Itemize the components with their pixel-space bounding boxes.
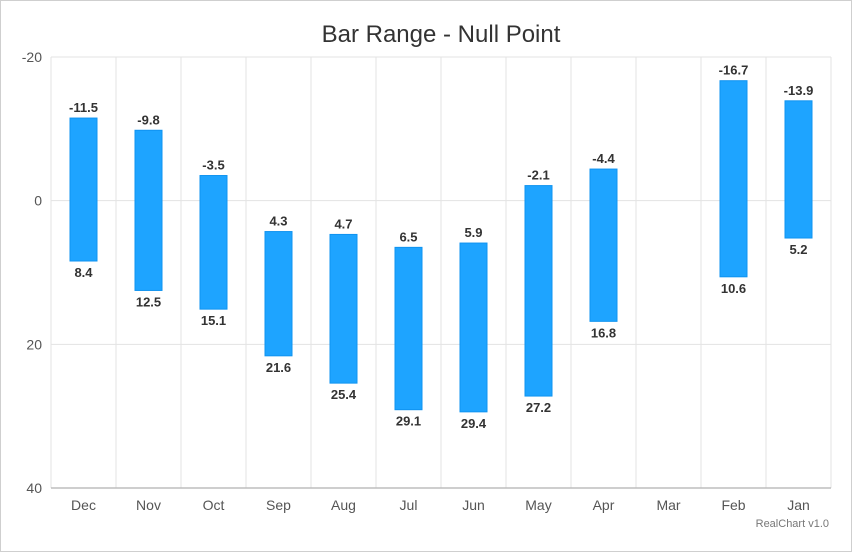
range-bar	[524, 185, 553, 397]
data-label-low: -3.5	[202, 158, 224, 173]
data-label-high: 10.6	[721, 281, 746, 296]
range-bar	[199, 175, 228, 310]
x-tick-label: Sep	[266, 497, 291, 513]
range-bar	[589, 168, 618, 322]
x-tick-label: Nov	[136, 497, 161, 513]
data-labels: -11.5 8.4 -9.8 12.5 -3.5 15.1 4.3 21.6 4.7 25.4 6.…	[69, 63, 813, 431]
data-label-low: -4.4	[592, 151, 615, 166]
data-label-high: 25.4	[331, 387, 357, 402]
data-label-low: 5.9	[464, 225, 482, 240]
data-label-high: 29.4	[461, 416, 487, 431]
chart-credit: RealChart v1.0	[756, 518, 829, 530]
range-bar	[69, 117, 98, 262]
range-bar	[459, 242, 488, 413]
data-label-low: -9.8	[137, 112, 159, 127]
data-label-high: 15.1	[201, 313, 226, 328]
x-tick-label: Feb	[721, 497, 745, 513]
data-label-high: 8.4	[74, 265, 93, 280]
x-tick-label: Aug	[331, 497, 356, 513]
y-tick-label: 40	[26, 480, 42, 496]
data-label-low: 4.7	[334, 216, 352, 231]
range-bar	[784, 100, 813, 239]
range-bar	[329, 233, 358, 384]
data-label-low: 4.3	[269, 214, 287, 229]
grid-lines	[50, 56, 832, 489]
data-label-low: -2.1	[527, 168, 549, 183]
y-tick-label: 0	[34, 193, 42, 209]
data-label-low: 6.5	[399, 229, 417, 244]
x-tick-label: Apr	[593, 497, 615, 513]
x-tick-label: Oct	[203, 497, 225, 513]
data-label-low: -16.7	[719, 63, 749, 78]
y-tick-label: 20	[26, 336, 42, 352]
data-label-high: 27.2	[526, 400, 551, 415]
x-tick-label: Jun	[462, 497, 485, 513]
range-bar	[394, 246, 423, 411]
data-label-low: -13.9	[784, 83, 814, 98]
x-tick-label: Dec	[71, 497, 96, 513]
y-tick-label: -20	[22, 49, 42, 65]
data-label-high: 5.2	[789, 242, 807, 257]
data-label-high: 12.5	[136, 294, 161, 309]
x-tick-label: Jan	[787, 497, 810, 513]
bars	[69, 80, 813, 413]
data-label-high: 16.8	[591, 325, 616, 340]
x-tick-label: Mar	[656, 497, 680, 513]
x-tick-label: Jul	[400, 497, 418, 513]
chart-title: Bar Range - Null Point	[322, 21, 561, 48]
range-bar	[264, 231, 293, 357]
range-bar	[719, 80, 748, 278]
data-label-low: -11.5	[69, 100, 98, 115]
x-tick-label: May	[525, 497, 551, 513]
data-label-high: 21.6	[266, 360, 291, 375]
range-bar	[134, 129, 163, 291]
data-label-high: 29.1	[396, 414, 421, 429]
y-axis: -20 0 20 40	[22, 49, 42, 496]
x-axis: Dec Nov Oct Sep Aug Jul Jun May Apr Mar Feb Jan	[71, 497, 810, 513]
